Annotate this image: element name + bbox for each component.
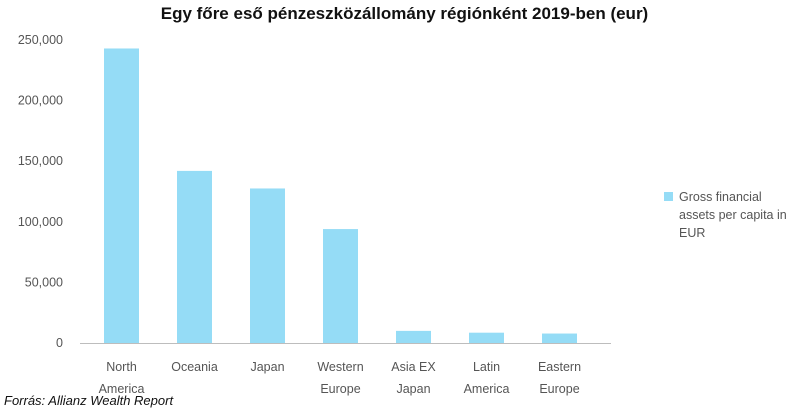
y-tick-label: 150,000 [18,154,63,168]
bar [250,188,285,343]
y-tick-label: 200,000 [18,94,63,108]
legend-label-line: Gross financial [679,190,762,204]
x-tick-label: Western [317,360,363,374]
x-tick-label: America [99,382,145,396]
source-note: Forrás: Allianz Wealth Report [4,393,174,408]
bar [323,229,358,343]
x-tick-label: Eastern [538,360,581,374]
legend-label-line: assets per capita in [679,208,787,222]
x-tick-label: Oceania [171,360,218,374]
y-tick-label: 100,000 [18,215,63,229]
bars [104,48,577,343]
bar [469,332,504,343]
x-tick-label: Latin [473,360,500,374]
bar [396,330,431,343]
legend-label-line: EUR [679,226,706,240]
y-tick-label: 250,000 [18,33,63,47]
bar [542,333,577,343]
y-tick-label: 0 [56,336,63,350]
bar [104,48,139,343]
bar [177,170,212,343]
x-axis: North America Oceania Japan Western Europe Asi… [99,360,582,396]
x-tick-label: North [106,360,137,374]
x-tick-label: Asia EX [391,360,436,374]
x-tick-label: Europe [320,382,360,396]
chart-title: Egy főre eső pénzeszközállomány régiónké… [160,4,649,23]
y-tick-label: 50,000 [25,275,63,289]
x-tick-label: Japan [250,360,284,374]
x-tick-label: Europe [539,382,579,396]
legend-label: Gross financial assets per capita in EUR [679,188,787,242]
x-tick-label: Japan [396,382,430,396]
legend: Gross financial assets per capita in EUR [664,188,804,242]
legend-swatch [664,192,673,201]
y-axis: 0 50,000 100,000 150,000 200,000 250,000 [18,33,63,350]
x-tick-label: America [464,382,510,396]
